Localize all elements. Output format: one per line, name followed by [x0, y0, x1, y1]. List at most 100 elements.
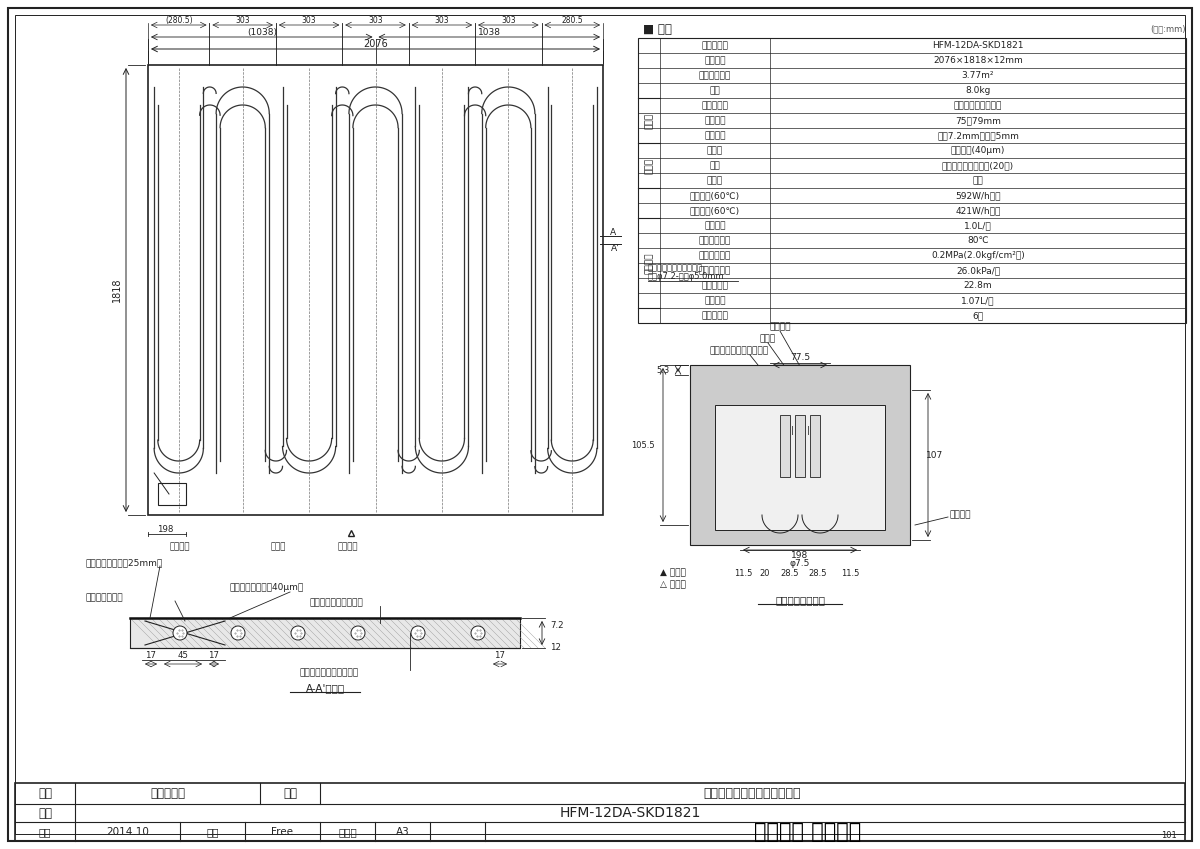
- Text: 280.5: 280.5: [562, 15, 583, 25]
- Bar: [810, 415, 820, 477]
- Text: 75～79mm: 75～79mm: [955, 116, 1001, 125]
- Text: 77.5: 77.5: [790, 352, 810, 362]
- Text: なし: なし: [973, 176, 983, 185]
- Circle shape: [352, 626, 365, 640]
- Text: 2076: 2076: [364, 39, 388, 49]
- Text: △ 谷折り: △ 谷折り: [660, 581, 686, 589]
- Text: 小小根太: 小小根太: [337, 543, 359, 552]
- Text: 品名: 品名: [283, 787, 298, 800]
- Circle shape: [292, 626, 305, 640]
- Text: 17: 17: [494, 651, 505, 661]
- Text: 6本: 6本: [972, 311, 984, 320]
- Text: 1818: 1818: [112, 278, 122, 302]
- Text: A': A': [611, 244, 619, 252]
- Text: 17: 17: [145, 651, 156, 661]
- Text: ▲ 山折り: ▲ 山折り: [660, 569, 686, 577]
- Text: 20: 20: [760, 569, 770, 577]
- Text: 架橋ポリエチレンパイプ: 架橋ポリエチレンパイプ: [300, 668, 359, 678]
- Text: 放熱管: 放熱管: [644, 112, 654, 128]
- Text: 外形寸法図: 外形寸法図: [150, 787, 185, 800]
- Text: 80℃: 80℃: [967, 236, 989, 245]
- Bar: [158, 483, 186, 505]
- Text: 101: 101: [1162, 830, 1177, 840]
- Text: φ7.5: φ7.5: [790, 559, 810, 567]
- Text: 架橋ポリエチレンパイプ: 架橋ポリエチレンパイプ: [710, 346, 769, 356]
- Text: |: |: [791, 425, 793, 435]
- Text: A-A'詳細図: A-A'詳細図: [306, 683, 344, 693]
- Text: 3.77m²: 3.77m²: [961, 71, 995, 80]
- Text: ＰＴ相当長: ＰＴ相当長: [702, 281, 728, 290]
- Text: ヘッダー: ヘッダー: [169, 543, 191, 552]
- Text: 303: 303: [368, 15, 383, 25]
- Text: 管サイズ: 管サイズ: [704, 131, 726, 140]
- Text: 設計関係: 設計関係: [644, 252, 654, 273]
- Circle shape: [173, 626, 187, 640]
- Text: 8.0kg: 8.0kg: [965, 86, 991, 95]
- Bar: [638, 38, 1186, 323]
- Bar: [780, 415, 790, 477]
- Text: 小根太入りハード温水マット: 小根太入りハード温水マット: [703, 787, 802, 800]
- Text: 架橋ポリエチレン管: 架橋ポリエチレン管: [954, 101, 1002, 110]
- Text: (280.5): (280.5): [164, 15, 192, 25]
- Bar: [148, 65, 604, 515]
- Text: 最高使用温度: 最高使用温度: [698, 236, 731, 245]
- Text: マット: マット: [644, 157, 654, 173]
- Text: 小小根太: 小小根太: [950, 510, 972, 520]
- Text: 26.0kPa/枚: 26.0kPa/枚: [956, 266, 1000, 275]
- Text: 管ピッチ: 管ピッチ: [704, 116, 726, 125]
- Text: 架橋ポリエチレンパイプ: 架橋ポリエチレンパイプ: [648, 263, 703, 272]
- Text: (単位:mm): (単位:mm): [1151, 25, 1186, 33]
- Text: ポリスチレン発泡体(20倍): ポリスチレン発泡体(20倍): [942, 161, 1014, 170]
- Text: 11.5: 11.5: [734, 569, 752, 577]
- Text: 7.2: 7.2: [550, 621, 564, 631]
- Text: ヘッダー部詳細図: ヘッダー部詳細図: [775, 595, 826, 605]
- Text: アルミ箔(40μm): アルミ箔(40μm): [950, 146, 1006, 155]
- Text: ヘッダー: ヘッダー: [769, 323, 791, 331]
- Text: A3: A3: [396, 827, 409, 837]
- Text: 外径φ7.2-内径φ5.0mm: 外径φ7.2-内径φ5.0mm: [648, 272, 725, 281]
- Text: 保有水量: 保有水量: [704, 296, 726, 305]
- Text: 421W/h・枚: 421W/h・枚: [955, 206, 1001, 215]
- Text: 小根太溝数: 小根太溝数: [702, 311, 728, 320]
- Bar: [796, 415, 805, 477]
- Text: サイズ: サイズ: [338, 827, 356, 837]
- Text: HFM-12DA-SKD1821: HFM-12DA-SKD1821: [559, 807, 701, 820]
- Text: 17: 17: [209, 651, 220, 661]
- Text: 最高使用圧力: 最高使用圧力: [698, 251, 731, 260]
- Bar: [130, 618, 520, 648]
- Text: 592W/h・枚: 592W/h・枚: [955, 191, 1001, 200]
- Text: 名称・型式: 名称・型式: [702, 41, 728, 50]
- Text: 45: 45: [178, 651, 188, 661]
- Circle shape: [230, 626, 245, 640]
- Text: A: A: [610, 228, 616, 237]
- Text: 投入熱量(60℃): 投入熱量(60℃): [690, 191, 740, 200]
- Text: 12: 12: [550, 644, 562, 653]
- Bar: [14, 783, 1186, 841]
- Text: 0.2MPa(2.0kgf/cm²　): 0.2MPa(2.0kgf/cm² ): [931, 251, 1025, 260]
- Text: 外径7.2mm　内径5mm: 外径7.2mm 内径5mm: [937, 131, 1019, 140]
- Text: 小根太（合板）: 小根太（合板）: [85, 593, 122, 603]
- Text: ■ 仕様: ■ 仕様: [643, 23, 672, 36]
- Text: (1038): (1038): [247, 27, 277, 37]
- Text: Free: Free: [271, 827, 294, 837]
- Circle shape: [470, 626, 485, 640]
- Text: 尺度: 尺度: [206, 827, 218, 837]
- Text: 1038: 1038: [478, 27, 500, 37]
- Text: 1.07L/枚: 1.07L/枚: [961, 296, 995, 305]
- Circle shape: [410, 626, 425, 640]
- Text: グリーンライン（25mm）: グリーンライン（25mm）: [85, 559, 162, 567]
- Text: バンド: バンド: [760, 335, 776, 344]
- Text: 11.5: 11.5: [841, 569, 859, 577]
- Text: 5.3: 5.3: [656, 366, 670, 374]
- Text: 小根太: 小根太: [270, 543, 286, 552]
- Text: HFM-12DA-SKD1821: HFM-12DA-SKD1821: [932, 41, 1024, 50]
- Text: 198: 198: [157, 525, 173, 533]
- Bar: [690, 365, 910, 545]
- Text: 表面材（アルミ箔40μm）: 表面材（アルミ箔40μm）: [230, 583, 305, 593]
- Text: 基材: 基材: [709, 161, 720, 170]
- Text: 質量: 質量: [709, 86, 720, 95]
- Text: 107: 107: [926, 451, 943, 459]
- Text: 暖房能力(60℃): 暖房能力(60℃): [690, 206, 740, 215]
- Text: 303: 303: [434, 15, 449, 25]
- Text: フォームポリスチレン: フォームポリスチレン: [310, 599, 364, 608]
